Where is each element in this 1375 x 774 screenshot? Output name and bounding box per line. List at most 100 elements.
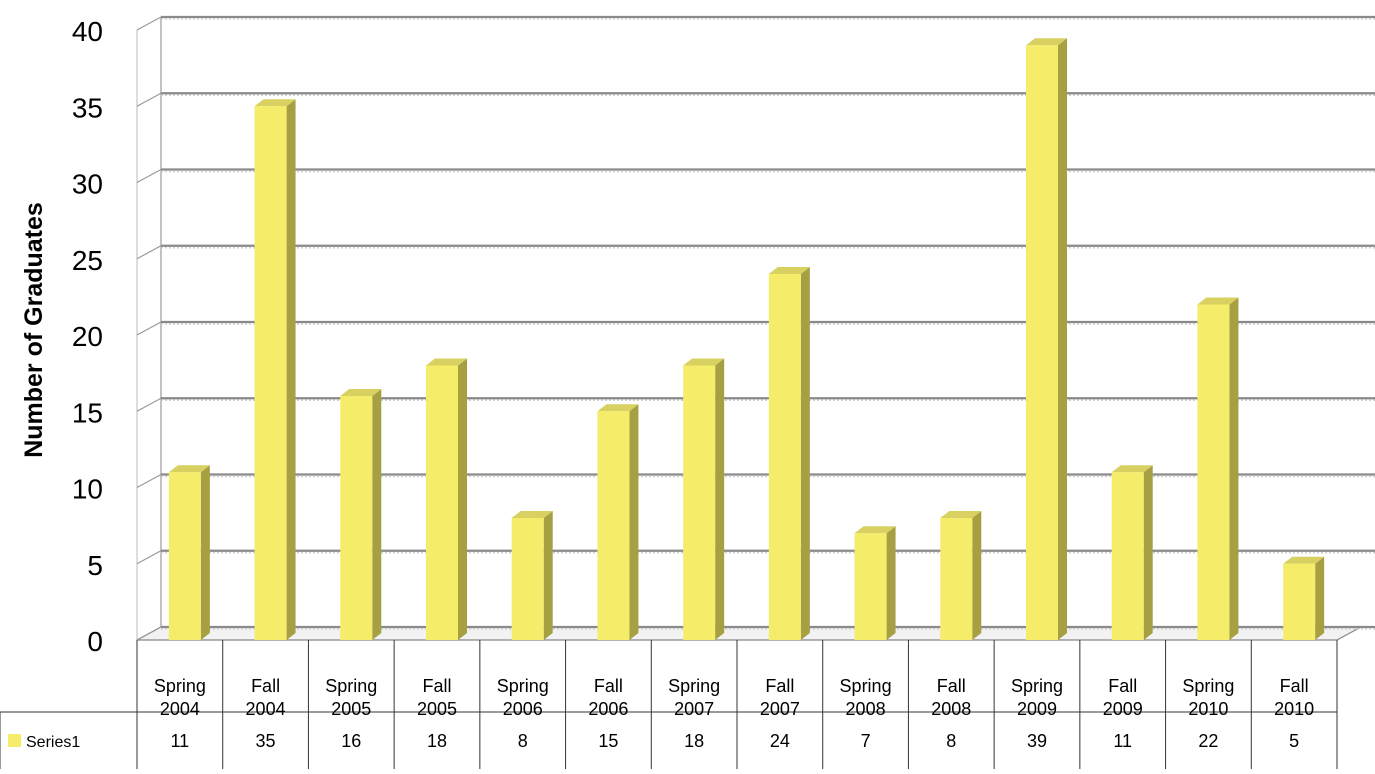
y-tick-label: 35	[72, 92, 103, 123]
bar-top	[340, 389, 382, 396]
x-tick-label-line: Spring	[154, 676, 206, 696]
gridline-depth	[136, 245, 162, 260]
x-tick-label: Spring 2004	[154, 676, 206, 719]
x-tick-label-line: 2008	[931, 699, 971, 719]
data-label: 18	[427, 731, 447, 751]
bar-top	[1026, 38, 1067, 46]
bar-top	[683, 358, 725, 366]
legend-label: Series1	[26, 734, 80, 751]
data-label: 16	[341, 731, 361, 751]
bar-top	[854, 526, 896, 534]
x-tick-label-line: 2005	[331, 699, 371, 719]
bar	[340, 389, 382, 640]
bar-side	[200, 465, 210, 640]
bar	[1283, 556, 1325, 640]
x-tick-label-line: Spring	[840, 676, 892, 696]
x-tick-label-line: Fall	[594, 676, 623, 696]
gridline-depth	[136, 92, 162, 107]
bar-front	[1197, 304, 1230, 640]
bar	[426, 358, 467, 640]
gridlines	[136, 15, 1375, 641]
bar-top	[1283, 556, 1325, 564]
y-tick-label: 0	[87, 626, 103, 657]
x-tick-label-line: 2007	[674, 699, 714, 719]
gridline-depth	[136, 473, 162, 489]
bar-side	[372, 389, 382, 640]
bar-top	[1111, 465, 1153, 473]
bar	[683, 358, 725, 640]
x-tick-label-line: Fall	[937, 676, 966, 696]
bar-front	[1111, 472, 1144, 640]
bar-front	[854, 533, 887, 640]
bar-front	[254, 106, 287, 640]
x-tick-label: Spring 2005	[325, 676, 377, 719]
bar	[254, 99, 296, 640]
x-tick-label: Spring 2006	[497, 676, 549, 719]
bar	[940, 511, 982, 640]
x-tick-label: Fall 2004	[246, 676, 286, 719]
bar-front	[597, 411, 630, 640]
x-tick-label-line: Fall	[1280, 676, 1309, 696]
legend-key	[8, 734, 21, 747]
x-tick-label: Fall 2006	[588, 676, 628, 719]
gridline-depth	[136, 168, 162, 184]
x-tick-label-line: 2006	[588, 699, 628, 719]
x-tick-label: Fall 2009	[1103, 676, 1143, 719]
bar-side	[286, 99, 296, 640]
bar-side	[1229, 297, 1239, 640]
bar-side	[972, 511, 982, 640]
x-tick-label-line: 2009	[1017, 699, 1057, 719]
x-tick-label: Spring 2009	[1011, 676, 1063, 719]
x-tick-label-line: 2004	[246, 699, 286, 719]
bar-front	[940, 518, 973, 640]
bar	[1026, 38, 1067, 640]
x-tick-label-line: Spring	[1182, 676, 1234, 696]
x-tick-label-line: Fall	[765, 676, 794, 696]
bar	[597, 404, 639, 640]
bar	[1111, 465, 1153, 640]
bar-top	[511, 511, 553, 518]
x-tick-label-line: Fall	[251, 676, 280, 696]
bar-front	[426, 365, 458, 640]
x-tick-label-line: 2004	[160, 699, 200, 719]
bar-side	[886, 526, 896, 640]
bar-side	[800, 267, 810, 640]
bar-top	[940, 511, 982, 518]
data-label: 5	[1289, 731, 1299, 751]
data-label: 15	[598, 731, 618, 751]
y-axis-label: Number of Graduates	[20, 202, 48, 458]
x-tick-label: Spring 2010	[1182, 676, 1234, 719]
bar-side	[1058, 38, 1067, 640]
x-tick-label-line: Fall	[422, 676, 451, 696]
y-tick-label: 30	[72, 169, 103, 200]
bar-top	[168, 465, 210, 473]
bar-front	[1026, 45, 1058, 640]
x-tick-label-line: Spring	[325, 676, 377, 696]
bar-top	[1197, 297, 1239, 305]
x-tick-label: Spring 2008	[840, 676, 892, 719]
bar-front	[768, 274, 801, 640]
bar-side	[543, 511, 553, 640]
x-tick-label: Spring 2007	[668, 676, 720, 719]
x-tick-label: Fall 2010	[1274, 676, 1314, 719]
bar-top	[254, 99, 296, 107]
data-label: 39	[1027, 731, 1047, 751]
data-label: 22	[1198, 731, 1218, 751]
data-label: 24	[770, 731, 790, 751]
y-tick-label: 25	[72, 245, 103, 276]
y-tick-label: 15	[72, 397, 103, 428]
gridline-depth	[136, 550, 162, 565]
y-tick-label: 20	[72, 321, 103, 352]
bar	[1197, 297, 1239, 640]
bar-side	[1315, 556, 1325, 640]
data-label: 7	[861, 731, 871, 751]
y-tick-label: 10	[72, 474, 103, 505]
x-tick-label-line: 2010	[1188, 699, 1228, 719]
bar	[511, 511, 553, 640]
x-tick-label-line: 2007	[760, 699, 800, 719]
bar-top	[597, 404, 639, 412]
bar-side	[629, 404, 639, 640]
data-label: 11	[1113, 731, 1132, 751]
